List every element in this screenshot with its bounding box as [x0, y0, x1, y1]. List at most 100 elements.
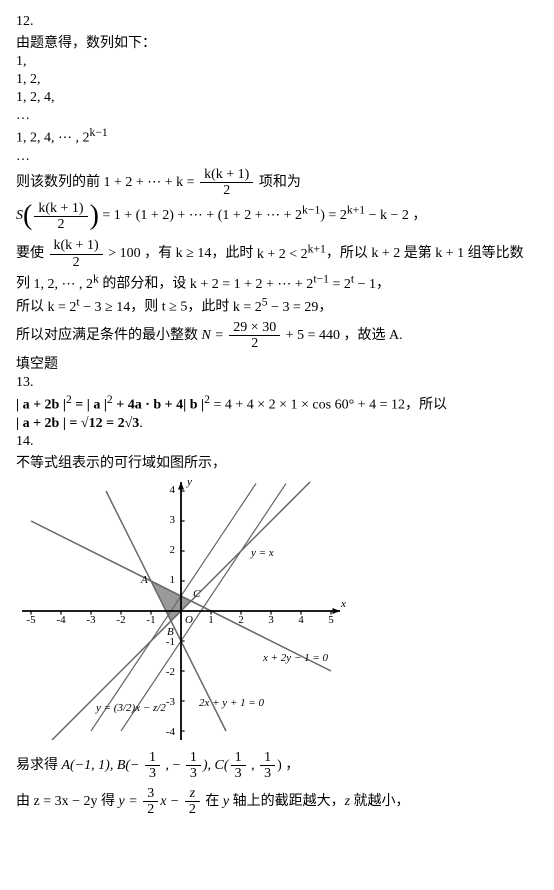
point-b: B — [167, 626, 174, 638]
numerator: 29 × 30 — [229, 320, 280, 336]
x-label: x — [340, 598, 346, 610]
body-text: 则该数列的前 1 + 2 + ⋯ + k = k(k + 1)2 项和为 — [16, 167, 538, 199]
formula: k + 1 — [435, 247, 464, 262]
tick: 5 — [328, 614, 334, 626]
body-text: 要使 k(k + 1)2 > 100 ，有 k ≥ 14，此时 k + 2 < … — [16, 238, 538, 270]
text: = 2 — [329, 277, 351, 292]
body-text: 不等式组表示的可行域如图所示， — [16, 452, 538, 472]
point-c: C — [193, 588, 201, 600]
text: 所以 — [16, 300, 48, 315]
text: ，此时 — [211, 247, 257, 262]
body-text: 由题意得，数列如下： — [16, 32, 538, 52]
text: 项和为 — [259, 175, 301, 190]
formula: k + 2 — [371, 247, 400, 262]
problem-number: 12. — [16, 14, 538, 30]
point-a: A — [140, 574, 148, 586]
text: | a + 2b | — [16, 398, 66, 413]
text: = 4 + 4 × 2 × 1 × cos 60° + 4 = 12 — [210, 398, 405, 413]
tick: -4 — [166, 726, 176, 738]
tick: 3 — [268, 614, 274, 626]
formula-row: S(k(k + 1)2) = 1 + (1 + 2) + ⋯ + (1 + 2 … — [16, 200, 538, 232]
text: = | a | — [72, 398, 107, 413]
text: 在 — [205, 794, 223, 809]
numerator: 3 — [143, 786, 158, 802]
text: , − — [162, 758, 184, 773]
seq-dots: … — [16, 108, 538, 124]
formula: N = 29 × 302 + 5 = 440 — [202, 320, 341, 352]
formula: 1 + 2 + ⋯ + k = k(k + 1)2 — [104, 167, 256, 199]
denominator: 2 — [143, 802, 158, 817]
text: ，故选 A. — [344, 328, 403, 343]
numerator: 1 — [186, 750, 201, 766]
var: N = — [202, 328, 228, 343]
line-label: y = (3/2)x − z/2 — [95, 702, 166, 714]
formula: k + 2 < 2k+1 — [257, 247, 326, 262]
text: ，则 — [130, 300, 162, 315]
tick: 1 — [170, 574, 176, 586]
text: 是第 — [400, 247, 435, 262]
seq-row: 1, 2, 4, — [16, 90, 538, 106]
text: 列 — [16, 277, 34, 292]
tick: -5 — [26, 614, 36, 626]
tick: -3 — [86, 614, 96, 626]
body-text: 所以 k = 2t − 3 ≥ 14，则 t ≥ 5，此时 k = 25 − 3… — [16, 295, 538, 316]
sup: k−1 — [302, 204, 320, 217]
text: ， — [285, 758, 299, 773]
text: 就越小， — [350, 794, 410, 809]
body-text: 易求得 A(−1, 1), B(− 13 , − 13), C(13 , 13)… — [16, 750, 538, 782]
text: ，有 — [144, 247, 176, 262]
tick: -1 — [146, 614, 155, 626]
numerator: k(k + 1) — [50, 238, 103, 254]
tick: 4 — [298, 614, 304, 626]
text: ，此时 — [187, 300, 233, 315]
line-label: y = x — [250, 547, 274, 559]
numerator: 1 — [260, 750, 275, 766]
text: , — [248, 758, 259, 773]
text: ) = 2 — [320, 209, 347, 224]
text: 轴上的截距越大， — [229, 794, 345, 809]
text: 所以对应满足条件的最小整数 — [16, 328, 198, 343]
origin-label: O — [185, 614, 193, 626]
text: 要使 — [16, 247, 44, 262]
formula: z = 3x − 2y — [34, 794, 98, 809]
formula: y = 32x − z2 — [119, 786, 202, 818]
tick: -3 — [166, 696, 176, 708]
denominator: 3 — [231, 766, 246, 781]
problem-number: 14. — [16, 434, 538, 450]
tick: 1 — [208, 614, 214, 626]
text: 组等比数 — [464, 247, 524, 262]
numerator: z — [185, 786, 200, 802]
tick: -4 — [56, 614, 66, 626]
line-obj2 — [121, 483, 286, 731]
text: . — [139, 416, 143, 431]
text: > 100 — [105, 247, 141, 262]
text: ), C( — [203, 758, 229, 773]
text: 的部分和，设 — [99, 277, 190, 292]
numerator: 1 — [231, 750, 246, 766]
denominator: 2 — [185, 802, 200, 817]
tick: 2 — [238, 614, 244, 626]
text: k = 2 — [48, 300, 77, 315]
denominator: 3 — [260, 766, 275, 781]
formula: k(k + 1)2 > 100 — [48, 238, 141, 270]
body-text: 由 z = 3x − 2y 得 y = 32x − z2 在 y 轴上的截距越大… — [16, 786, 538, 818]
formula-row: | a + 2b |2 = | a |2 + 4a · b + 4| b |2 … — [16, 393, 538, 414]
seq-dots: … — [16, 149, 538, 165]
denominator: 2 — [200, 183, 253, 198]
text: k = 2 — [233, 300, 262, 315]
body-text: 列 1, 2, ⋯ , 2k 的部分和，设 k + 2 = 1 + 2 + ⋯ … — [16, 272, 538, 293]
text: 得 — [98, 794, 119, 809]
numerator: 1 — [145, 750, 160, 766]
text: − k − 2 — [365, 209, 409, 224]
body-text: 所以对应满足条件的最小整数 N = 29 × 302 + 5 = 440 ，故选… — [16, 320, 538, 352]
text: 易求得 — [16, 758, 58, 773]
text: − 3 ≥ 14 — [80, 300, 131, 315]
text: ，所以 — [405, 398, 447, 413]
formula: 1, 2, ⋯ , 2k — [34, 277, 99, 292]
text: 1, 2, ⋯ , 2 — [34, 277, 94, 292]
denominator: 2 — [229, 336, 280, 351]
tick: 4 — [170, 484, 176, 496]
comma: ， — [412, 209, 426, 224]
seq-row: 1, — [16, 54, 538, 70]
text: + 5 = 440 — [282, 328, 340, 343]
